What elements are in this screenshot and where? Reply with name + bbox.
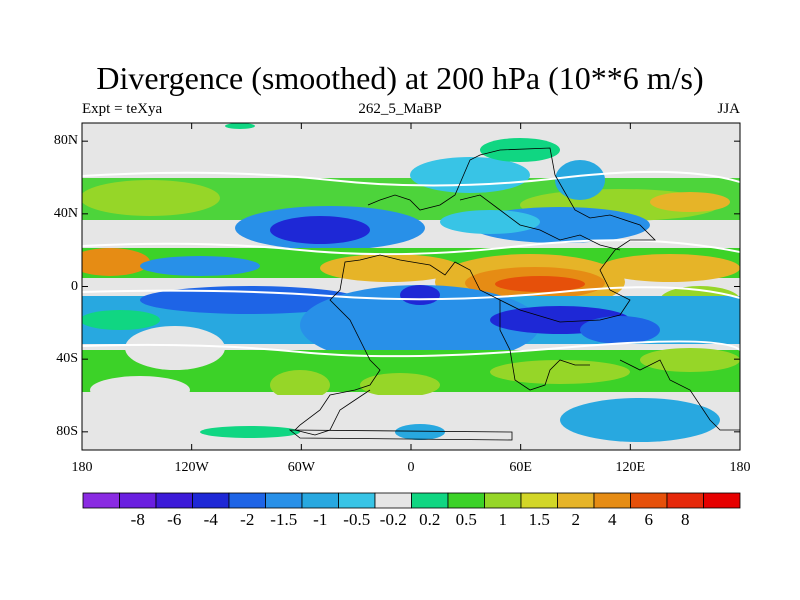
colorbar-swatch: [119, 492, 157, 509]
x-tick-label: 180: [71, 460, 93, 475]
experiment-label: Expt = teXya: [82, 101, 163, 117]
colorbar-swatch: [374, 492, 412, 509]
colorbar-label: -1: [313, 510, 328, 529]
colorbar-swatch: [520, 492, 558, 509]
colorbar-swatch: [301, 492, 339, 509]
coastlines: [288, 147, 740, 441]
colorbar-label: -8: [130, 510, 145, 529]
colorbar-label: -4: [203, 510, 218, 529]
x-tick-label: 120W: [174, 460, 209, 475]
x-tick-label: 180: [729, 460, 751, 475]
colorbar-label: 1: [498, 510, 508, 529]
colorbar-label: 4: [608, 510, 617, 529]
colorbar-swatch: [192, 492, 230, 509]
x-tick-label: 60W: [287, 460, 315, 475]
x-axis-ticks: [81, 123, 741, 450]
season-label: JJA: [717, 101, 740, 117]
x-tick-label: 120E: [615, 460, 646, 475]
plot-title: Divergence (smoothed) at 200 hPa (10**6 …: [96, 60, 704, 96]
y-tick-label: 40N: [53, 205, 78, 221]
colorbar-swatch: [338, 492, 376, 509]
y-tick-label: 0: [71, 278, 78, 294]
colorbar-swatch: [666, 492, 704, 509]
colorbar-label: 1.5: [528, 510, 550, 529]
colorbar: [82, 492, 741, 509]
colorbar-label: -1.5: [270, 510, 298, 529]
colorbar-swatch: [228, 492, 266, 509]
colorbar-label: -2: [240, 510, 255, 529]
colorbar-label: -0.2: [379, 510, 407, 529]
divergence-field: [82, 123, 740, 450]
colorbar-label: 0.5: [455, 510, 477, 529]
colorbar-swatch: [593, 492, 631, 509]
colorbar-swatch: [703, 492, 741, 509]
y-axis-ticks: [82, 140, 740, 433]
colorbar-label: -0.5: [343, 510, 371, 529]
colorbar-label: -6: [167, 510, 182, 529]
y-tick-label: 80S: [56, 423, 78, 439]
colorbar-swatch: [82, 492, 120, 509]
colorbar-label: 2: [571, 510, 581, 529]
colorbar-label: 6: [644, 510, 654, 529]
run-id-label: 262_5_MaBP: [358, 101, 442, 117]
x-tick-label: 60E: [509, 460, 532, 475]
colorbar-swatch: [484, 492, 522, 509]
colorbar-swatch: [630, 492, 668, 509]
colorbar-swatch: [265, 492, 303, 509]
y-tick-label: 80N: [53, 133, 78, 149]
colorbar-swatch: [155, 492, 193, 509]
colorbar-swatch: [411, 492, 449, 509]
colorbar-label: 0.2: [419, 510, 441, 529]
colorbar-swatch: [447, 492, 485, 509]
y-tick-label: 40S: [56, 351, 78, 367]
colorbar-swatch: [557, 492, 595, 509]
x-tick-label: 0: [407, 460, 415, 475]
colorbar-label: 8: [681, 510, 690, 529]
